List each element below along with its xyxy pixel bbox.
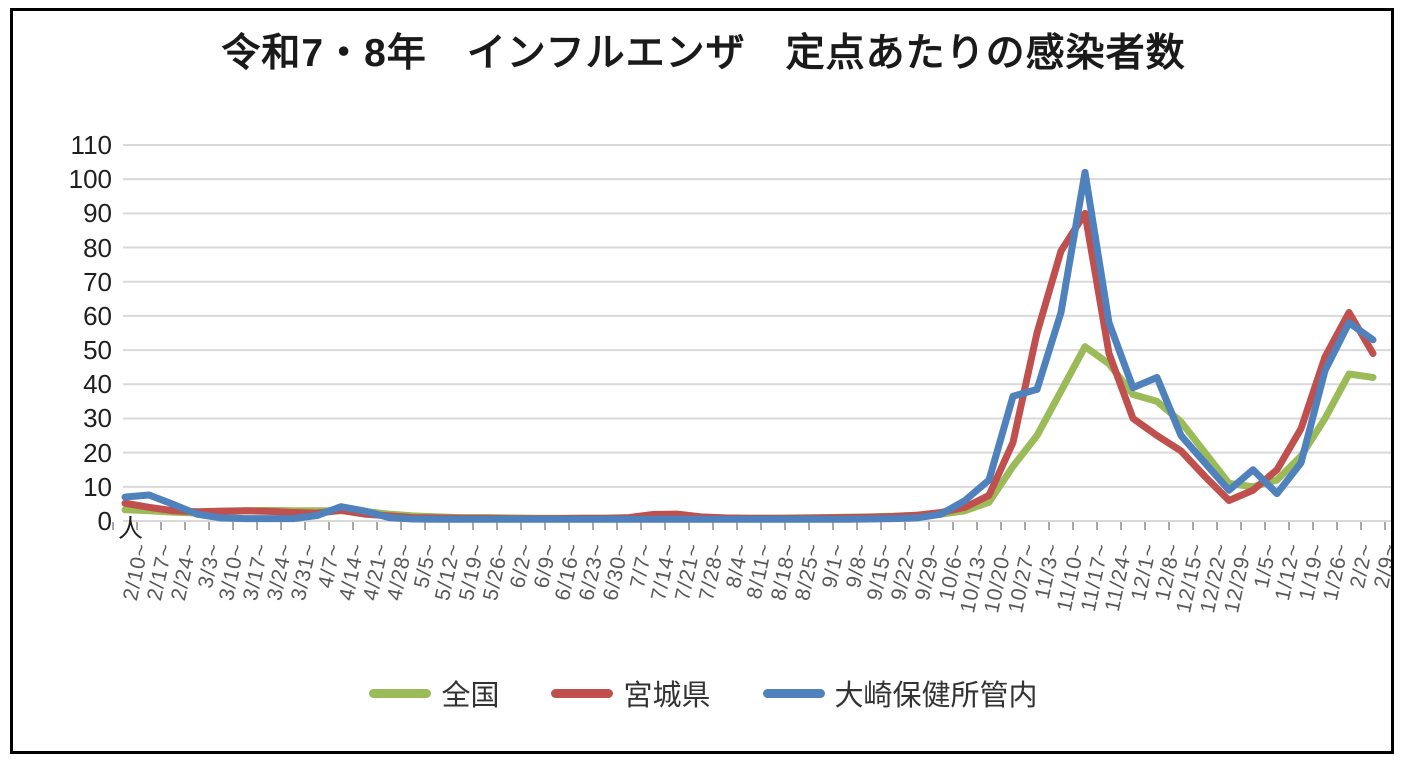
legend-swatch-national [369, 688, 432, 698]
y-axis-label: 0 [97, 506, 112, 536]
x-axis-ticks [112, 522, 1386, 530]
y-axis-unit: 人 [118, 515, 144, 543]
y-axis-label: 40 [83, 369, 112, 400]
legend-label-osaki: 大崎保健所管内 [834, 680, 1038, 712]
gridlines [123, 144, 1392, 522]
chart-title: 令和7・8年 インフルエンザ 定点あたりの感染者数 [221, 32, 1186, 75]
y-axis-label: 60 [83, 300, 112, 331]
y-axis-label: 10 [83, 471, 112, 502]
legend-label-miyagi: 宮城県 [623, 680, 711, 712]
series-line-miyagi [121, 209, 1377, 523]
y-axis-label: 110 [70, 130, 112, 160]
y-axis-label: 100 [68, 164, 112, 195]
legend-item-miyagi: 宮城県 [551, 672, 711, 714]
y-axis-label: 90 [83, 198, 112, 229]
legend-swatch-osaki [762, 688, 825, 698]
series-lines [121, 168, 1377, 523]
chart-legend: 全国 宮城県 大崎保健所管内 [0, 672, 1407, 714]
y-axis-label: 50 [83, 335, 112, 366]
series-line-national [121, 343, 1377, 522]
legend-item-osaki: 大崎保健所管内 [762, 672, 1038, 714]
y-axis-label: 70 [83, 266, 112, 297]
legend-swatch-miyagi [551, 688, 614, 698]
legend-label-national: 全国 [441, 680, 500, 712]
y-axis-label: 80 [83, 232, 112, 263]
y-axis-label: 30 [83, 403, 112, 434]
legend-item-national: 全国 [369, 672, 499, 714]
y-axis-label: 20 [83, 437, 112, 468]
series-line-osaki [121, 168, 1377, 523]
